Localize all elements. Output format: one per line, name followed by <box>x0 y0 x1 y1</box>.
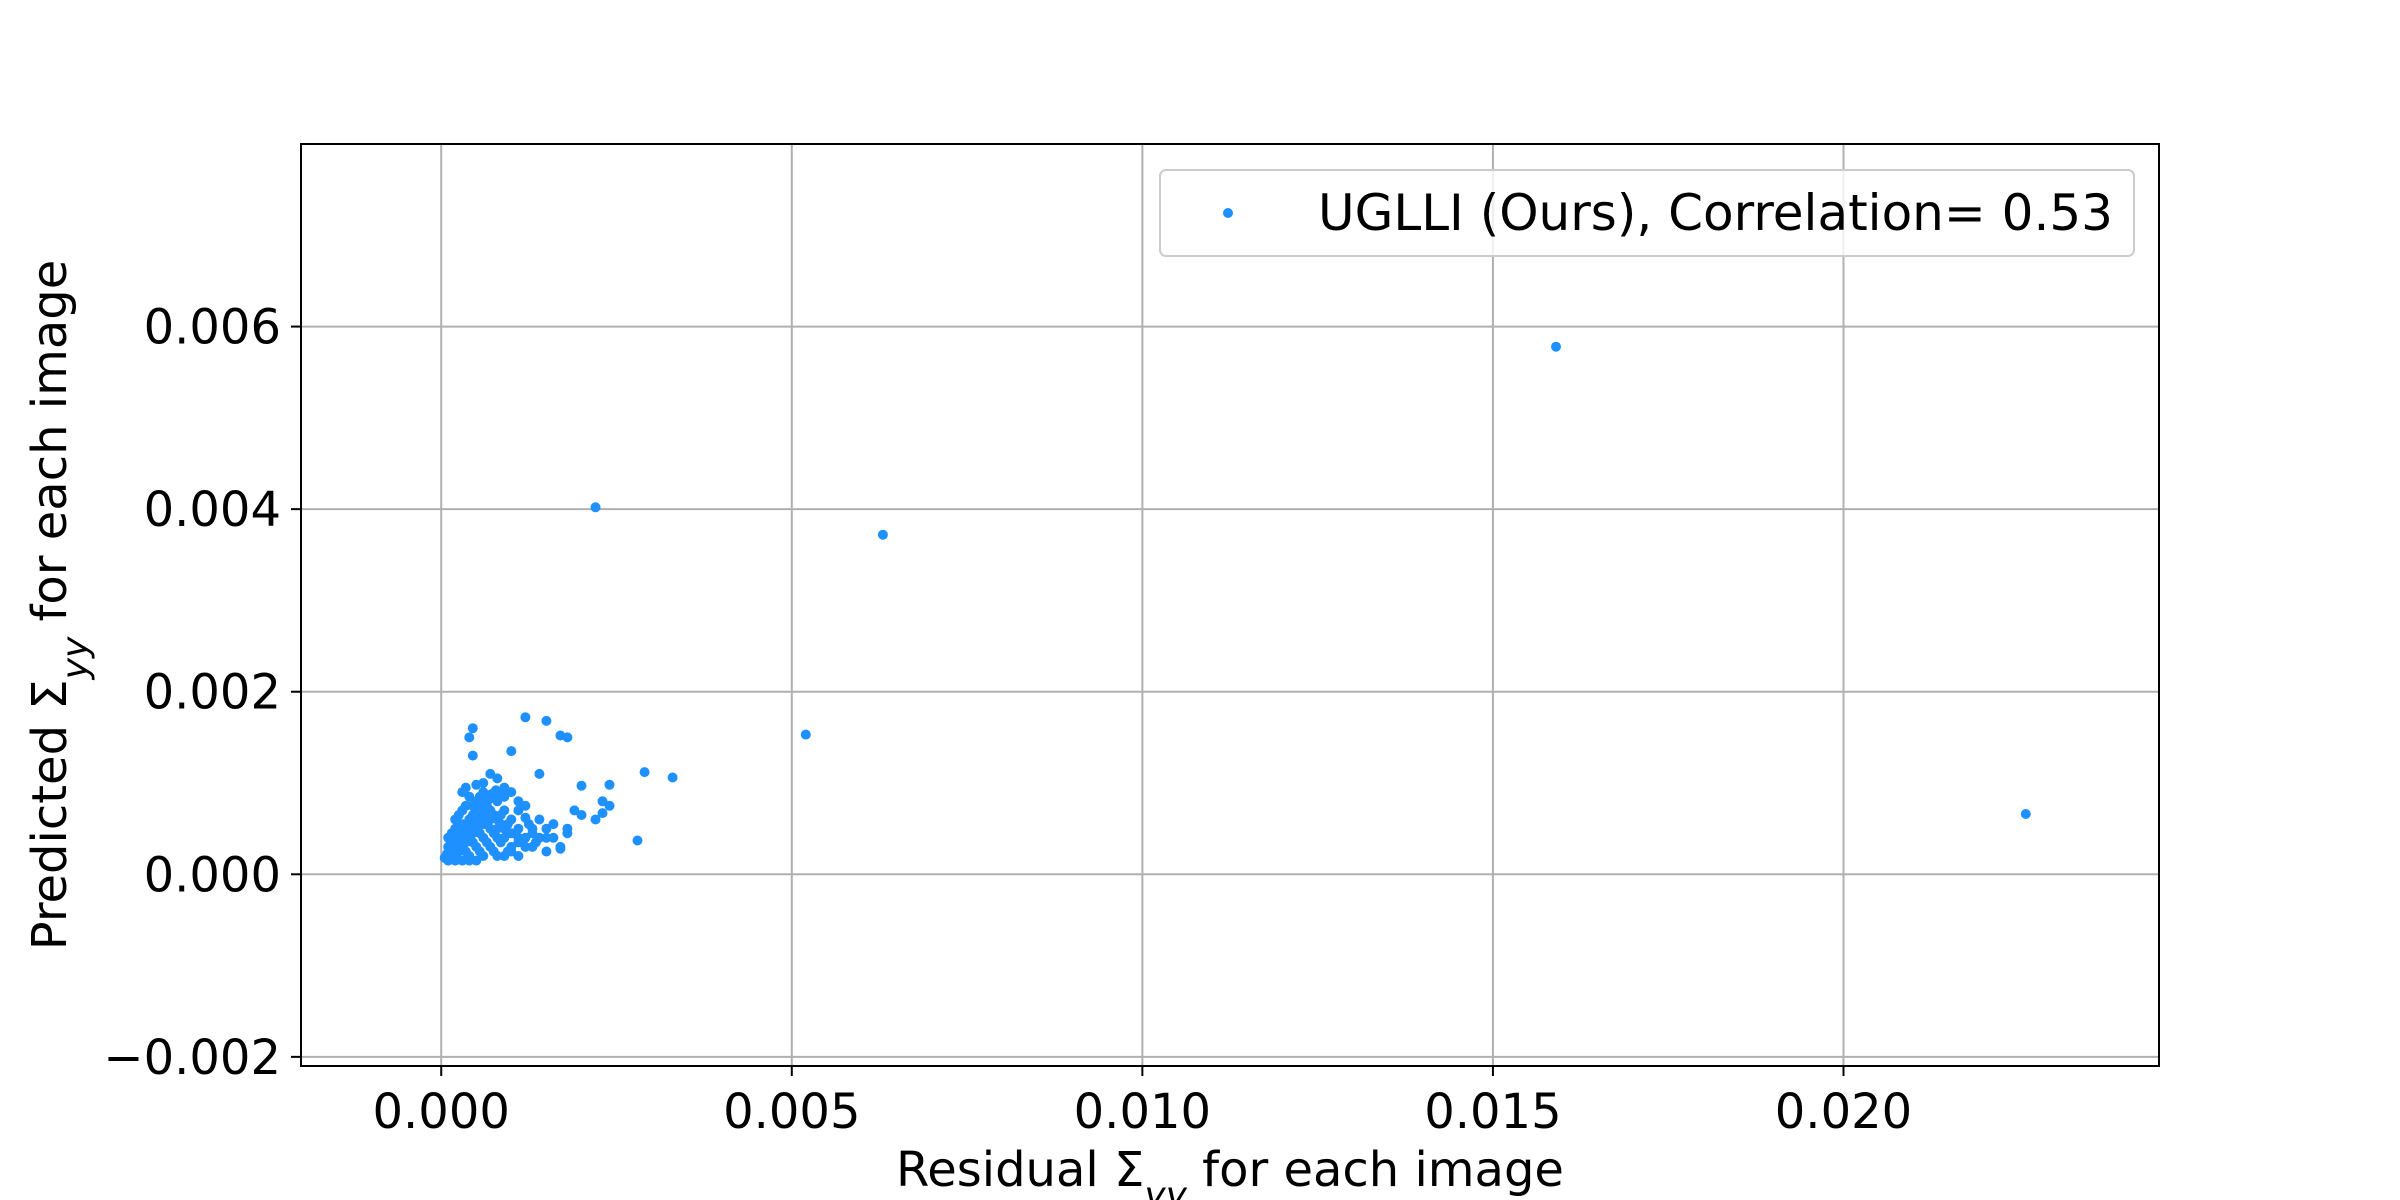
data-point <box>474 828 485 839</box>
data-points <box>439 341 2031 866</box>
y-tick-label: −0.002 <box>103 1030 281 1086</box>
y-tick-label: 0.000 <box>144 847 281 903</box>
data-point <box>490 785 501 796</box>
data-point <box>541 715 552 726</box>
data-point <box>460 782 471 793</box>
data-point <box>460 800 471 811</box>
data-point <box>541 832 552 843</box>
data-point <box>2020 809 2031 819</box>
y-tick-label: 0.006 <box>144 300 281 356</box>
grid-lines <box>301 144 2159 1066</box>
data-point <box>523 819 534 830</box>
data-point <box>481 810 492 820</box>
data-point <box>474 846 485 857</box>
data-point <box>555 841 566 852</box>
data-point <box>541 846 552 857</box>
data-point <box>513 823 524 834</box>
x-tick-label: 0.015 <box>1424 1084 1561 1140</box>
data-point <box>464 732 475 743</box>
data-point <box>492 773 503 784</box>
data-point <box>562 823 573 834</box>
data-point <box>502 846 513 857</box>
data-point <box>467 828 478 839</box>
x-tick-label: 0.020 <box>1775 1084 1912 1140</box>
data-point <box>569 805 580 816</box>
data-point <box>541 823 552 834</box>
data-point <box>488 828 499 839</box>
data-point <box>534 814 545 825</box>
x-tick-label: 0.010 <box>1074 1084 1211 1140</box>
data-point <box>495 837 506 848</box>
axis-ticks: 0.000 0.005 0.010 0.015 0.020 −0.002 0.000 0.00… <box>103 300 1912 1140</box>
data-point <box>576 780 587 791</box>
data-point <box>1551 341 1561 352</box>
legend-marker <box>1223 208 1233 218</box>
x-tick-label: 0.000 <box>373 1084 510 1140</box>
data-point <box>639 767 650 778</box>
data-point <box>467 837 478 848</box>
data-point <box>495 810 506 820</box>
data-point <box>590 502 601 513</box>
data-point <box>450 855 461 866</box>
data-point <box>474 791 485 802</box>
data-point <box>506 746 517 757</box>
y-tick-label: 0.004 <box>144 482 281 538</box>
data-point <box>576 810 587 820</box>
data-point <box>471 855 482 866</box>
legend: UGLLI (Ours), Correlation= 0.53 <box>1159 169 2135 257</box>
data-point <box>453 810 464 820</box>
data-point <box>464 855 475 866</box>
data-point <box>488 846 499 857</box>
data-point <box>478 778 489 788</box>
data-point <box>530 837 541 848</box>
data-point <box>513 837 524 848</box>
data-point <box>467 800 478 811</box>
y-axis-label: Predicted Σyy for each image <box>22 260 96 951</box>
data-point <box>590 814 601 825</box>
data-point <box>548 832 559 843</box>
data-point <box>604 800 615 811</box>
data-point <box>562 732 573 743</box>
data-point <box>460 846 471 857</box>
data-point <box>481 837 492 848</box>
data-point <box>467 750 478 761</box>
legend-entry-label: UGLLI (Ours), Correlation= 0.53 <box>1318 184 2113 242</box>
data-point <box>604 779 615 790</box>
data-point <box>481 819 492 830</box>
data-point <box>513 805 524 816</box>
data-point <box>467 723 478 734</box>
data-point <box>667 772 678 783</box>
data-point <box>495 819 506 830</box>
data-point <box>800 729 811 740</box>
data-point <box>488 810 499 820</box>
data-point <box>453 846 464 857</box>
plot-area-frame <box>300 143 2160 1067</box>
x-axis-label: Residual Σyy for each image <box>896 1142 1564 1200</box>
legend-box <box>1159 169 2135 257</box>
data-point <box>474 819 485 830</box>
data-point <box>502 828 513 839</box>
data-point <box>457 855 468 866</box>
x-tick-label: 0.005 <box>723 1084 860 1140</box>
data-point <box>513 851 524 861</box>
data-point <box>877 529 888 540</box>
data-point <box>520 712 531 723</box>
data-point <box>502 819 513 830</box>
data-point <box>597 808 608 819</box>
data-point <box>460 837 471 848</box>
data-point <box>492 796 503 807</box>
data-point <box>632 835 643 846</box>
data-point <box>534 768 545 779</box>
y-tick-label: 0.002 <box>144 665 281 721</box>
